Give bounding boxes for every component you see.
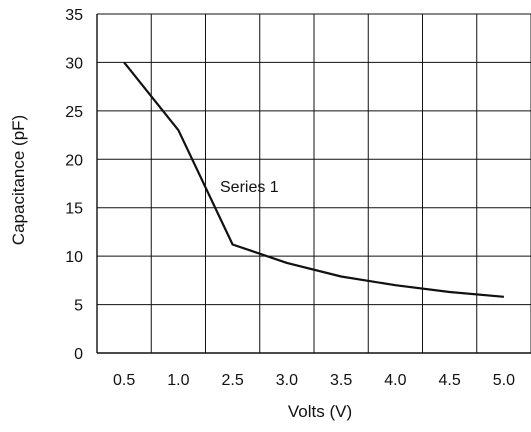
x-tick-label: 3.0	[276, 372, 298, 389]
x-tick-label: 4.5	[439, 372, 461, 389]
grid-lines	[96, 13, 531, 354]
y-tick-label: 10	[65, 249, 83, 266]
series-annotation: Series 1	[220, 179, 279, 196]
series-line	[123, 61, 504, 298]
y-axis-title: Capacitance (pF)	[9, 115, 28, 245]
y-tick-labels: 0 5 10 15 20 25 30 35	[65, 7, 83, 363]
x-tick-label: 5.0	[493, 372, 515, 389]
y-tick-label: 30	[65, 55, 83, 72]
y-tick-label: 20	[65, 152, 83, 169]
y-tick-label: 35	[65, 7, 83, 24]
x-tick-label: 4.0	[384, 372, 406, 389]
y-tick-label: 5	[74, 298, 83, 315]
x-tick-label: 1.0	[167, 372, 189, 389]
x-tick-labels: 0.5 1.0 2.5 3.0 3.5 4.0 4.5 5.0	[113, 372, 515, 389]
y-tick-label: 0	[74, 346, 83, 363]
y-tick-label: 25	[65, 104, 83, 121]
x-axis-title: Volts (V)	[288, 402, 352, 421]
series-layer	[123, 61, 504, 298]
y-tick-label: 15	[65, 201, 83, 218]
x-tick-label: 0.5	[113, 372, 135, 389]
x-tick-label: 2.5	[222, 372, 244, 389]
x-tick-label: 3.5	[330, 372, 352, 389]
